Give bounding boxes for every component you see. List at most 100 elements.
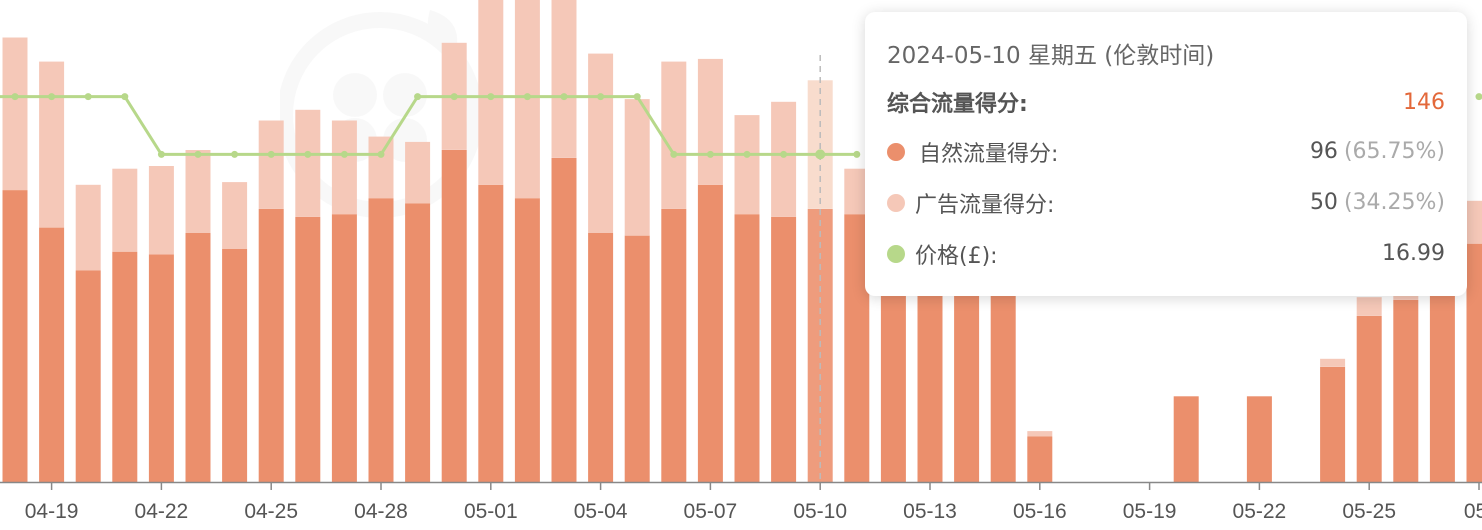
tooltip-row-total: 综合流量得分: 146: [887, 78, 1445, 126]
price-point[interactable]: [706, 150, 714, 158]
bar-organic[interactable]: [771, 216, 797, 482]
x-axis-ticks: 04-19 04-22 04-25 04-28 05-01 05-04 05-07 05-10…: [25, 482, 1482, 523]
bar-ad[interactable]: [771, 101, 797, 217]
price-point[interactable]: [377, 150, 385, 158]
price-point[interactable]: [267, 150, 275, 158]
bar-ad[interactable]: [624, 99, 650, 236]
bar-organic[interactable]: [2, 190, 28, 482]
bar-ad[interactable]: [697, 58, 723, 185]
bar-organic[interactable]: [588, 233, 614, 482]
price-point[interactable]: [487, 93, 495, 101]
x-tick-label: 05-25: [1342, 500, 1396, 523]
bar-organic[interactable]: [1466, 243, 1482, 482]
price-point[interactable]: [597, 93, 605, 101]
price-point[interactable]: [121, 93, 129, 101]
price-point[interactable]: [1475, 93, 1482, 101]
x-tick-label: 05-01: [464, 500, 518, 523]
bar-ad[interactable]: [1466, 200, 1482, 244]
price-point[interactable]: [853, 150, 861, 158]
tooltip-price-value: 16.99: [1382, 241, 1445, 266]
bar-ad[interactable]: [1356, 297, 1382, 316]
bar-organic[interactable]: [661, 208, 687, 482]
bar-organic[interactable]: [551, 158, 577, 482]
bar-ad[interactable]: [661, 61, 687, 209]
bar-organic[interactable]: [1246, 396, 1272, 482]
bar-ad[interactable]: [39, 61, 65, 228]
bar-organic[interactable]: [478, 184, 504, 483]
price-point[interactable]: [414, 93, 422, 101]
tooltip-organic-pct: (65.75%): [1343, 139, 1445, 164]
tooltip-ad-value: 50: [1309, 190, 1338, 215]
bar-ad[interactable]: [185, 150, 211, 233]
bar-organic[interactable]: [1320, 366, 1346, 482]
x-tick-label: 05-10: [793, 500, 847, 523]
bar-organic[interactable]: [258, 208, 284, 482]
price-point[interactable]: [304, 150, 312, 158]
bar-ad[interactable]: [295, 109, 321, 217]
price-point[interactable]: [157, 150, 165, 158]
x-tick-label: 04-25: [244, 500, 298, 523]
bar-organic[interactable]: [1429, 286, 1455, 483]
price-point[interactable]: [743, 150, 751, 158]
price-dot-icon: [887, 244, 905, 263]
price-point[interactable]: [670, 150, 678, 158]
bar-organic[interactable]: [75, 270, 101, 483]
bar-ad[interactable]: [222, 182, 248, 249]
x-tick-label: 05-: [1464, 500, 1482, 523]
bar-ad[interactable]: [551, 0, 577, 158]
price-point[interactable]: [194, 150, 202, 158]
tooltip-total-label: 综合流量得分:: [887, 92, 1028, 117]
tooltip-total-value: 146: [1403, 89, 1445, 115]
bar-ad[interactable]: [405, 141, 431, 204]
bar-organic[interactable]: [624, 235, 650, 482]
price-point[interactable]: [231, 150, 239, 158]
bar-organic[interactable]: [734, 214, 760, 482]
price-point[interactable]: [11, 93, 19, 101]
bar-organic[interactable]: [148, 254, 174, 482]
bar-ad[interactable]: [1027, 431, 1053, 437]
bar-organic[interactable]: [1173, 396, 1199, 482]
bar-organic[interactable]: [697, 184, 723, 483]
bar-ad[interactable]: [112, 168, 138, 252]
price-point[interactable]: [633, 93, 641, 101]
bar-ad[interactable]: [2, 37, 28, 191]
price-point[interactable]: [560, 93, 568, 101]
bar-organic[interactable]: [1027, 436, 1053, 483]
bar-organic[interactable]: [331, 214, 357, 482]
bar-organic[interactable]: [514, 198, 540, 482]
bar-organic[interactable]: [185, 233, 211, 482]
bar-organic[interactable]: [405, 203, 431, 483]
bar-organic[interactable]: [1356, 316, 1382, 482]
bar-ad[interactable]: [75, 184, 101, 271]
bar-ad[interactable]: [368, 136, 394, 199]
bar-organic[interactable]: [222, 249, 248, 482]
tooltip-ad-label: 广告流量得分:: [915, 192, 1055, 218]
bar-ad[interactable]: [148, 166, 174, 255]
bar-organic[interactable]: [112, 251, 138, 482]
bars-layer: [2, 0, 1482, 483]
ad-dot-icon: [887, 193, 905, 212]
bar-ad[interactable]: [478, 0, 504, 185]
tooltip-price-label: 价格(£):: [915, 243, 998, 269]
price-point[interactable]: [84, 93, 92, 101]
bar-organic[interactable]: [39, 227, 65, 482]
bar-organic[interactable]: [1393, 299, 1419, 482]
bar-organic[interactable]: [441, 150, 467, 482]
tooltip-organic-value: 96: [1309, 139, 1338, 164]
organic-dot-icon: [887, 142, 905, 161]
bar-ad[interactable]: [331, 120, 357, 215]
price-point[interactable]: [523, 93, 531, 101]
price-point[interactable]: [340, 150, 348, 158]
price-point[interactable]: [780, 150, 788, 158]
bar-organic[interactable]: [368, 198, 394, 482]
price-point[interactable]: [48, 93, 56, 101]
bar-ad[interactable]: [734, 115, 760, 215]
bar-organic[interactable]: [295, 216, 321, 482]
bar-ad[interactable]: [588, 53, 614, 233]
bar-ad[interactable]: [258, 120, 284, 209]
price-point[interactable]: [450, 93, 458, 101]
bar-ad[interactable]: [1320, 358, 1346, 367]
price-point[interactable]: [815, 149, 826, 160]
